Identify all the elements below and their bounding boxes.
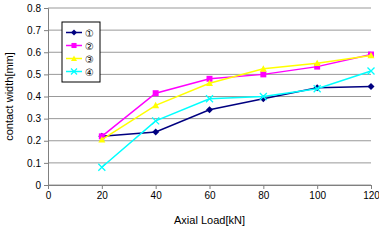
tick-mark — [156, 185, 157, 189]
tick-label: 0 — [46, 190, 52, 201]
x-axis: 0 20 40 60 80 100 120 — [46, 185, 379, 201]
grid-line — [48, 162, 371, 163]
tick-label: 0 — [35, 180, 41, 191]
tick-mark — [102, 185, 103, 189]
tick-mark — [44, 74, 48, 75]
legend-marker — [71, 69, 77, 75]
tick-mark — [371, 185, 372, 189]
marker — [368, 51, 374, 57]
tick-label: 0.6 — [27, 47, 41, 58]
tick: 0.7 — [27, 25, 48, 36]
marker — [260, 65, 267, 71]
tick-label: 0.3 — [27, 113, 41, 124]
grid-line — [48, 118, 371, 119]
marker — [368, 83, 375, 90]
grid-line — [48, 8, 371, 9]
marker — [206, 80, 213, 86]
tick: 100 — [309, 185, 326, 201]
legend-marker — [71, 56, 77, 61]
y-axis-title: contact width[mm] — [3, 52, 15, 141]
legend-marker — [71, 30, 77, 36]
tick-mark — [44, 8, 48, 9]
tick: 0.4 — [27, 91, 48, 102]
tick: 0.6 — [27, 47, 48, 58]
marker — [153, 90, 159, 96]
series-line — [102, 87, 371, 137]
marker — [152, 117, 159, 124]
tick-mark — [44, 141, 48, 142]
tick-label: 0.8 — [27, 3, 41, 14]
tick: 0 — [46, 185, 52, 201]
tick: 0.1 — [27, 158, 48, 169]
axis-line — [49, 186, 372, 190]
tick-label: 0.5 — [27, 69, 41, 80]
legend-box — [62, 22, 100, 82]
tick-mark — [48, 185, 49, 189]
tick: 60 — [204, 185, 216, 201]
tick-label: 80 — [258, 190, 270, 201]
series-line — [102, 54, 371, 136]
tick-label: 60 — [204, 190, 216, 201]
tick: 0 — [35, 180, 48, 191]
tick: 0.3 — [27, 113, 48, 124]
marker — [314, 60, 321, 66]
tick-label: 20 — [97, 190, 109, 201]
tick-label: 0.4 — [27, 91, 41, 102]
marker — [260, 71, 266, 77]
chart: 0 0.1 0.2 0.3 0.4 0.5 0.6 0.7 0.8 0 20 40 60 80 100 120… — [0, 0, 379, 238]
legend-marker — [71, 43, 76, 48]
legend-label: ④ — [85, 67, 94, 78]
marker — [368, 68, 375, 75]
tick-label: 0.7 — [27, 25, 41, 36]
tick: 0.8 — [27, 3, 48, 14]
axis-line — [44, 9, 49, 186]
tick: 20 — [97, 185, 109, 201]
tick: 0.2 — [27, 135, 48, 146]
y-axis: 0 0.1 0.2 0.3 0.4 0.5 0.6 0.7 0.8 — [27, 3, 48, 191]
tick-label: 0.2 — [27, 135, 41, 146]
marker — [260, 93, 267, 100]
marker — [152, 102, 159, 108]
tick-mark — [44, 163, 48, 164]
marker — [98, 164, 105, 171]
marker — [368, 52, 375, 58]
tick: 80 — [258, 185, 270, 201]
tick-label: 40 — [151, 190, 163, 201]
marker — [206, 106, 213, 113]
tick-mark — [210, 185, 211, 189]
tick-mark — [317, 185, 318, 189]
tick-mark — [44, 119, 48, 120]
tick: 120 — [363, 185, 379, 201]
tick-mark — [44, 185, 48, 186]
legend-label: ① — [85, 28, 94, 39]
grid-line — [48, 140, 371, 141]
plot: 0 0.1 0.2 0.3 0.4 0.5 0.6 0.7 0.8 0 20 40 60 80 100 120… — [27, 3, 379, 201]
tick-mark — [44, 97, 48, 98]
marker — [98, 136, 105, 142]
marker — [206, 95, 213, 102]
tick-label: 100 — [309, 190, 326, 201]
tick-label: 120 — [363, 190, 379, 201]
tick-mark — [44, 30, 48, 31]
marker — [152, 128, 159, 135]
tick: 0.5 — [27, 69, 48, 80]
legend-label: ③ — [85, 54, 94, 65]
tick: 40 — [151, 185, 163, 201]
grid-line — [48, 96, 371, 97]
series-group — [98, 51, 374, 170]
grid — [48, 8, 371, 185]
marker — [314, 85, 321, 92]
legend-label: ② — [85, 41, 94, 52]
tick-mark — [263, 185, 264, 189]
tick-mark — [44, 52, 48, 53]
x-axis-title: Axial Load[kN] — [174, 214, 245, 226]
series-line — [102, 71, 371, 167]
legend: ① ② ③ ④ — [62, 22, 100, 82]
tick-label: 0.1 — [27, 158, 41, 169]
